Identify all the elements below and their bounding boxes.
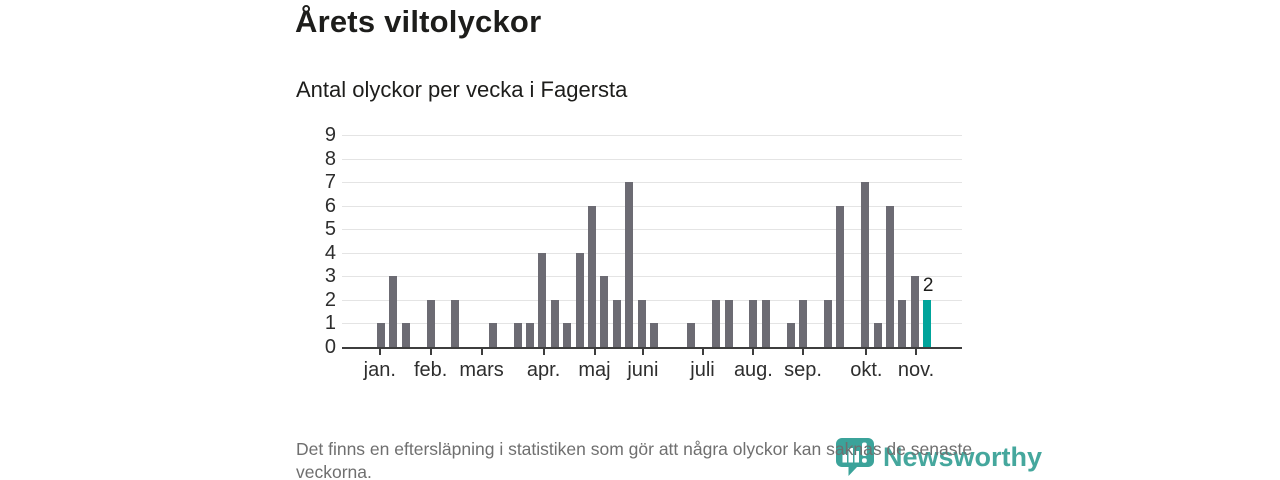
bar-week-18	[588, 205, 597, 347]
month-tick-jan	[378, 349, 381, 355]
month-label-nov: nov.	[897, 359, 935, 381]
y-tick-label-0: 0	[324, 336, 336, 358]
y-tick-label-8: 8	[324, 147, 336, 170]
bar-week-14	[538, 252, 547, 347]
bar-week-44	[910, 276, 919, 347]
y-tick-label-2: 2	[324, 288, 336, 311]
month-tick-maj	[593, 349, 596, 355]
month-label-apr: apr.	[526, 359, 561, 381]
newsworthy-logo: Newsworthy	[834, 436, 1042, 478]
y-tick-label-5: 5	[324, 218, 336, 241]
gridline-6	[342, 205, 962, 207]
bar-week-41	[873, 323, 882, 347]
bar-week-20	[612, 299, 621, 347]
month-tick-juni	[641, 349, 644, 355]
chart-footnote: Det finns en eftersläpning i statistiken…	[296, 439, 973, 480]
gridline-4	[342, 252, 962, 254]
bar-week-21	[625, 182, 634, 347]
month-label-maj: maj	[578, 359, 611, 381]
month-tick-aug	[752, 349, 755, 355]
y-tick-label-7: 7	[324, 171, 336, 194]
last-bar-value-label: 2	[922, 274, 934, 296]
month-tick-juli	[701, 349, 704, 355]
bar-week-16	[563, 323, 572, 347]
bar-week-10	[488, 323, 497, 347]
gridline-9	[342, 135, 962, 136]
gridline-7	[342, 182, 962, 184]
bar-week-1	[377, 323, 385, 347]
gridline-8	[342, 158, 962, 160]
newsworthy-logo-text: Newsworthy	[883, 441, 1043, 472]
month-label-mars: mars	[459, 359, 504, 381]
bar-week-17	[575, 252, 584, 347]
y-tick-label-4: 4	[324, 241, 336, 264]
y-tick-label-1: 1	[324, 312, 336, 335]
month-label-sep: sep.	[784, 359, 822, 381]
month-label-juni: juni	[627, 359, 659, 381]
bar-week-35	[799, 299, 808, 347]
gridline-2	[342, 299, 962, 301]
month-label-jan: jan.	[363, 359, 396, 381]
bar-week-37	[823, 299, 832, 347]
bar-week-3	[401, 323, 410, 347]
newsworthy-speech-bubble-icon	[836, 438, 874, 476]
bar-week-29	[724, 299, 733, 347]
bar-week-43	[898, 299, 907, 347]
month-tick-mars	[480, 349, 483, 355]
bar-week-7	[451, 299, 460, 347]
bar-week-42	[885, 205, 894, 347]
y-tick-label-6: 6	[324, 194, 336, 217]
x-axis-line	[342, 347, 962, 349]
y-tick-label-9: 9	[324, 124, 336, 146]
bar-week-34	[786, 323, 795, 347]
gridline-3	[342, 276, 962, 278]
month-label-okt: okt.	[850, 359, 883, 381]
bar-week-22	[637, 299, 646, 347]
bar-week-26	[687, 323, 696, 347]
bar-week-23	[650, 323, 659, 347]
month-tick-okt	[865, 349, 868, 355]
bar-week-15	[550, 299, 559, 347]
y-tick-label-3: 3	[324, 265, 336, 288]
month-label-aug: aug.	[733, 359, 773, 381]
chart-subtitle: Antal olyckor per vecka i Fagersta	[296, 77, 628, 102]
chart-title: Årets viltolyckor	[295, 4, 542, 39]
month-label-feb: feb.	[413, 359, 448, 381]
bar-week-32	[761, 299, 770, 347]
bar-week-12	[513, 323, 522, 347]
bar-week-19	[600, 276, 609, 347]
bar-week-28	[712, 299, 721, 347]
bar-week-45	[923, 299, 932, 347]
month-tick-apr	[542, 349, 545, 355]
bar-week-5	[426, 299, 435, 347]
month-tick-sep	[802, 349, 805, 355]
month-label-juli: juli	[690, 359, 715, 381]
bar-week-13	[525, 323, 534, 347]
bar-week-2	[389, 276, 398, 347]
month-tick-feb	[429, 349, 432, 355]
gridline-5	[342, 229, 962, 231]
bar-week-38	[836, 205, 845, 347]
bar-week-31	[749, 299, 758, 347]
bar-week-40	[861, 182, 870, 347]
month-tick-nov	[915, 349, 918, 355]
